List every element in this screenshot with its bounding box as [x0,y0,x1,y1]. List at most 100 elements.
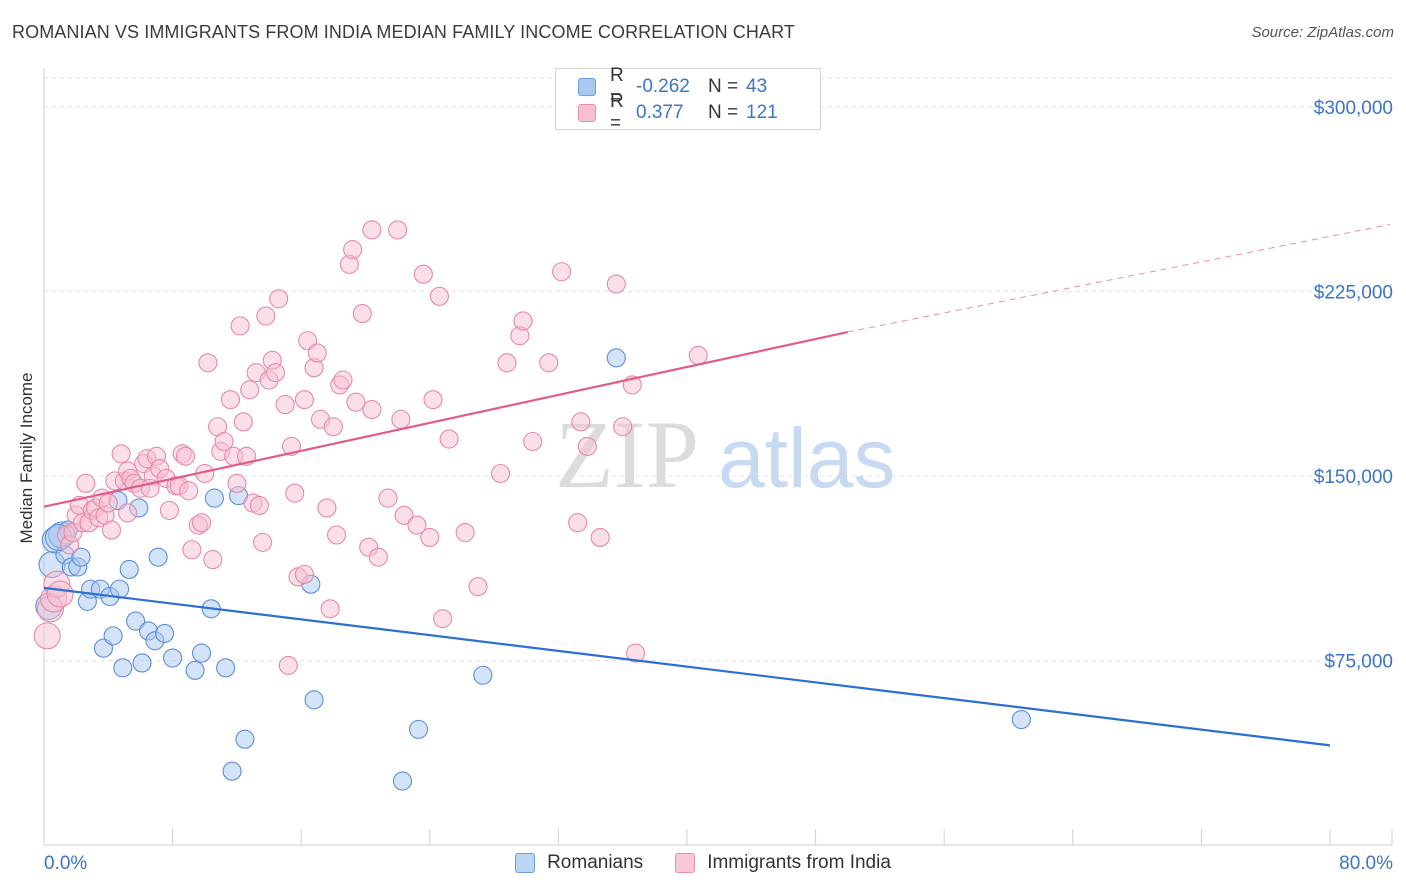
point-romanians [216,658,236,678]
legend-n-label: N = [708,102,739,123]
point-india [159,500,179,520]
point-india [118,503,138,523]
point-india [33,622,61,650]
point-india [101,520,122,540]
watermark-atlas: atlas [718,411,895,505]
data-points [33,220,1031,791]
point-india [265,363,286,383]
point-romanians [113,658,133,678]
point-romanians [304,690,324,710]
legend-r-value: -0.262 [636,76,690,97]
point-india [571,412,591,432]
point-india [407,515,427,535]
point-romanians [119,559,139,579]
point-india [111,444,131,464]
point-india [352,304,372,324]
series-legend: Romanians Immigrants from India [0,852,1406,874]
legend-swatch-romanians [578,78,596,96]
point-india [343,240,363,260]
point-india [394,505,414,525]
legend-label-india: Immigrants from India [707,852,891,873]
point-india [294,564,314,584]
point-india [214,431,234,452]
point-romanians [473,665,493,685]
point-india [240,380,260,400]
point-india [307,343,327,363]
point-india [227,473,247,493]
point-india [233,412,253,432]
point-india [577,436,597,456]
point-india [346,392,366,412]
point-romanians [392,771,413,791]
point-india [269,289,289,309]
point-india [362,399,382,420]
point-romanians [408,719,429,739]
trend-line-india [43,330,848,508]
point-india [539,353,559,373]
legend-row-india: R = 0.377 N = 121 [578,91,778,134]
point-india [179,481,199,501]
axes [43,68,1393,846]
point-india [333,370,353,390]
legend-n-value: 121 [746,102,778,123]
legend-r-label: R = [610,65,624,108]
y-tick-label: $225,000 [1314,282,1393,303]
x-tick-label-min: 0.0% [44,853,87,874]
point-india [362,220,382,240]
point-romanians [606,348,626,368]
legend-n-value: 43 [746,76,768,97]
y-tick-label: $300,000 [1314,98,1393,119]
point-india [317,498,337,518]
point-india [423,390,443,410]
point-romanians [1011,709,1031,730]
legend-r-value: 0.377 [636,102,684,123]
y-tick-label: $150,000 [1314,467,1393,488]
point-india [413,264,433,284]
point-india [429,286,449,306]
trend-lines [43,223,1391,747]
point-india [230,316,250,336]
point-india [191,513,212,533]
point-india [285,483,305,503]
legend-item-romanians[interactable]: Romanians [515,852,643,874]
point-india [420,527,440,548]
point-india [220,390,241,410]
point-romanians [126,611,146,631]
point-india [552,262,572,282]
legend-item-india[interactable]: Immigrants from India [675,852,891,874]
trend-line-romanians [43,586,1331,747]
point-india [523,431,543,452]
watermark: ZIP atlas [555,401,895,508]
point-india [278,655,298,675]
point-india [275,395,295,415]
point-india [253,532,273,552]
source-label: Source: ZipAtlas.com [1251,24,1394,41]
point-india [320,599,340,619]
point-india [433,609,453,629]
legend-swatch-romanians [515,853,536,873]
y-axis-label: Median Family Income [17,372,36,543]
tick-labels: $75,000 $150,000 $225,000 $300,000 0.0% 80.0% [44,98,1393,874]
point-india [378,488,398,508]
point-romanians [191,643,212,663]
point-india [455,522,475,543]
point-india [606,274,626,294]
correlation-legend: R = -0.262 N = 43 R = 0.377 N = 121 [555,65,821,134]
point-india [468,577,488,597]
point-india [368,547,388,567]
legend-swatch-india [675,853,696,873]
legend-swatch-india [578,104,596,122]
point-india [76,473,96,493]
legend-r-label: R = [610,91,624,134]
point-romanians [163,648,183,668]
point-romanians [103,626,123,646]
point-india [513,311,533,331]
point-india [490,463,511,484]
point-india [568,513,588,533]
gridlines [44,77,1392,661]
point-romanians [71,547,91,567]
point-india [323,417,343,437]
point-india [249,495,269,516]
x-tick-label-max: 80.0% [1339,853,1393,874]
